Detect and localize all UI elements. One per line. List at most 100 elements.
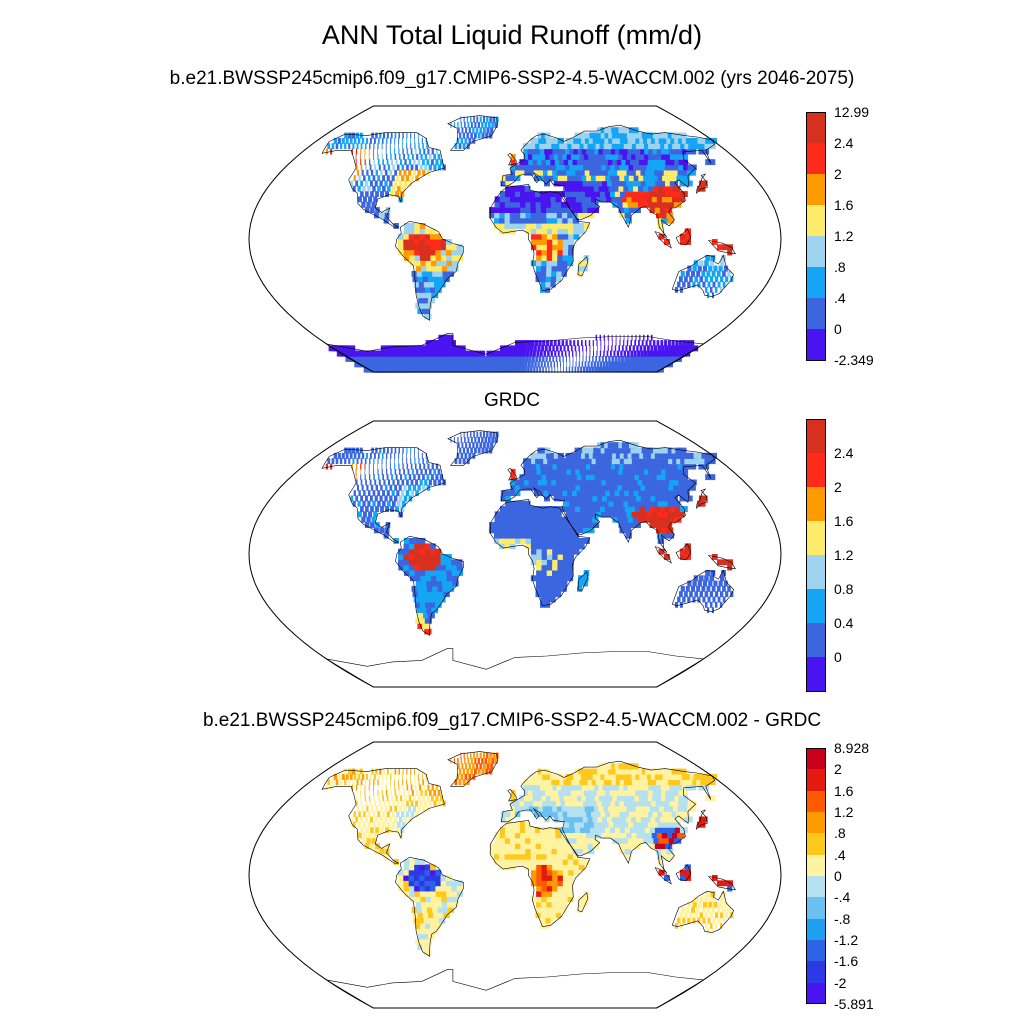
map-cell xyxy=(479,361,486,368)
map-cell xyxy=(609,490,618,497)
map-cell xyxy=(468,773,472,780)
map-cell xyxy=(575,511,583,518)
map-cell xyxy=(454,350,462,357)
map-cell xyxy=(674,350,680,357)
map-cell xyxy=(520,191,526,197)
colorbar-label: .8 xyxy=(834,259,846,275)
map-cell xyxy=(635,789,644,796)
map-cell xyxy=(369,479,372,486)
map-cell xyxy=(337,773,341,780)
map-cell xyxy=(403,880,410,887)
map-cell xyxy=(466,447,469,454)
map-cell xyxy=(510,185,516,192)
map-cell xyxy=(489,522,495,528)
map-cell xyxy=(577,270,583,277)
map-cell xyxy=(359,447,363,454)
map-cell xyxy=(668,805,677,812)
map-cell xyxy=(551,143,558,150)
map-cell xyxy=(590,490,598,497)
map-cell xyxy=(691,906,695,913)
map-cell xyxy=(366,484,369,491)
map-cell xyxy=(682,340,687,346)
map-cell xyxy=(427,591,435,598)
map-cell xyxy=(553,452,560,459)
map-cell xyxy=(518,356,522,362)
map-cell xyxy=(532,159,539,166)
map-cell xyxy=(654,169,663,176)
map-cell xyxy=(374,479,377,486)
map-cell xyxy=(365,180,368,187)
map-cell xyxy=(707,596,711,603)
map-cell xyxy=(446,896,453,903)
map-cell xyxy=(435,148,439,155)
map-cell xyxy=(577,906,583,913)
map-cell xyxy=(662,821,671,828)
map-cell xyxy=(505,185,511,192)
map-cell xyxy=(649,827,658,833)
map-cell xyxy=(698,784,710,791)
map-cell xyxy=(646,164,655,171)
map-cell xyxy=(541,564,548,571)
colorbar-segment xyxy=(806,589,826,624)
map-cell xyxy=(494,212,500,219)
map-cell xyxy=(584,137,593,144)
map-cell xyxy=(515,848,521,855)
map-cell xyxy=(439,474,443,481)
map-cell xyxy=(546,532,553,539)
map-cell xyxy=(436,575,443,582)
map-cell xyxy=(592,816,600,823)
map-cell xyxy=(389,148,391,155)
map-cell xyxy=(633,175,642,182)
map-cell xyxy=(403,239,410,245)
map-cell xyxy=(592,789,600,796)
map-cell xyxy=(415,601,423,608)
map-cell xyxy=(358,832,362,839)
map-cell xyxy=(380,484,383,491)
map-cell xyxy=(429,244,436,251)
map-cell xyxy=(538,169,544,176)
map-cell xyxy=(421,607,429,614)
map-cell xyxy=(370,169,374,176)
map-cell xyxy=(525,527,532,534)
map-cell xyxy=(484,356,490,362)
map-cell xyxy=(530,896,537,903)
coastline-britain xyxy=(507,788,517,802)
map-cell xyxy=(553,789,560,796)
map-cell xyxy=(541,559,548,566)
map-cell xyxy=(561,201,568,208)
map-cell xyxy=(556,843,563,849)
map-cell xyxy=(384,484,388,491)
map-cell xyxy=(546,474,552,481)
map-cell xyxy=(402,143,404,150)
map-cell xyxy=(682,281,686,288)
map-cell xyxy=(410,490,414,497)
map-cell xyxy=(540,912,546,919)
map-cell xyxy=(583,458,591,465)
colorbar-label: 2 xyxy=(834,761,842,778)
map-cell xyxy=(535,580,542,587)
map-cell xyxy=(546,800,553,807)
map-cell xyxy=(551,800,558,807)
map-cell xyxy=(614,191,622,197)
map-cell xyxy=(398,484,402,491)
map-cell xyxy=(671,350,676,357)
map-cell xyxy=(418,297,426,304)
map-cell xyxy=(607,805,616,812)
map-cell xyxy=(461,350,469,357)
map-cell xyxy=(583,164,590,171)
map-cell xyxy=(414,458,416,465)
map-cell xyxy=(647,811,656,818)
map-cell xyxy=(581,516,588,523)
map-cell xyxy=(631,153,640,160)
map-cell xyxy=(627,361,632,368)
map-cell xyxy=(530,522,537,528)
map-cell xyxy=(417,132,419,139)
map-cell xyxy=(422,912,430,919)
map-cell xyxy=(663,516,671,523)
map-cell xyxy=(575,506,582,512)
map-cell xyxy=(684,543,691,550)
map-cell xyxy=(596,340,598,346)
map-cell xyxy=(414,768,415,775)
map-cell xyxy=(595,811,603,818)
map-cell xyxy=(643,821,651,828)
